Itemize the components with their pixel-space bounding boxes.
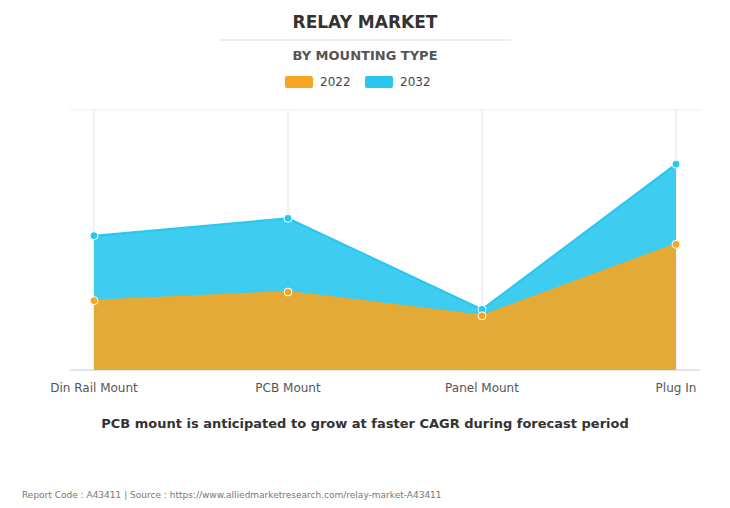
x-tick-label: Panel Mount (445, 381, 519, 395)
x-tick-label: PCB Mount (255, 381, 321, 395)
marker (478, 312, 486, 320)
caption: PCB mount is anticipated to grow at fast… (101, 416, 629, 431)
legend-label: 2022 (320, 75, 351, 89)
title: RELAY MARKET (293, 12, 438, 32)
grid (94, 110, 676, 370)
marker (672, 240, 680, 248)
legend-swatch (365, 76, 393, 88)
x-tick-label: Din Rail Mount (50, 381, 138, 395)
axis-top (70, 110, 700, 111)
series (90, 160, 680, 370)
area (94, 164, 676, 370)
marker (284, 214, 292, 222)
area (94, 244, 676, 370)
line (94, 244, 676, 316)
title-rule (219, 40, 511, 41)
marker (90, 232, 98, 240)
legend: 2022 2032 (285, 75, 431, 89)
chart: RELAY MARKET BY MOUNTING TYPE 2022 2032 Din … (0, 0, 730, 508)
subtitle: BY MOUNTING TYPE (292, 48, 437, 63)
series (90, 240, 680, 370)
legend-label: 2032 (400, 75, 431, 89)
x-tick-label: Plug In (656, 381, 697, 395)
footer: Report Code : A43411 | Source : https://… (22, 490, 442, 500)
marker (90, 297, 98, 305)
marker (672, 160, 680, 168)
legend-swatch (285, 76, 313, 88)
plot-area (90, 160, 680, 370)
marker (284, 288, 292, 296)
x-axis: Din Rail Mount PCB Mount Panel Mount Plug I… (50, 381, 696, 395)
